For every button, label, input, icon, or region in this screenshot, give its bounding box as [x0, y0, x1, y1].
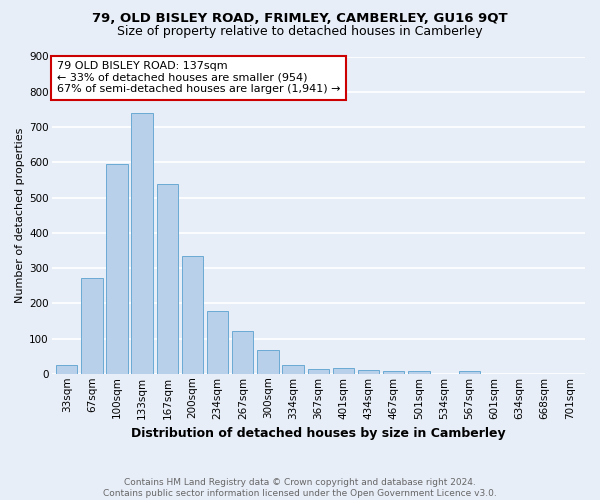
- Bar: [207, 311, 229, 374]
- Bar: [232, 332, 253, 374]
- Bar: [458, 371, 480, 374]
- Text: Contains HM Land Registry data © Crown copyright and database right 2024.
Contai: Contains HM Land Registry data © Crown c…: [103, 478, 497, 498]
- Text: 79 OLD BISLEY ROAD: 137sqm
← 33% of detached houses are smaller (954)
67% of sem: 79 OLD BISLEY ROAD: 137sqm ← 33% of deta…: [57, 62, 340, 94]
- X-axis label: Distribution of detached houses by size in Camberley: Distribution of detached houses by size …: [131, 427, 506, 440]
- Bar: [408, 370, 430, 374]
- Text: Size of property relative to detached houses in Camberley: Size of property relative to detached ho…: [117, 25, 483, 38]
- Bar: [283, 365, 304, 374]
- Bar: [131, 112, 153, 374]
- Y-axis label: Number of detached properties: Number of detached properties: [15, 128, 25, 303]
- Bar: [358, 370, 379, 374]
- Bar: [333, 368, 354, 374]
- Text: 79, OLD BISLEY ROAD, FRIMLEY, CAMBERLEY, GU16 9QT: 79, OLD BISLEY ROAD, FRIMLEY, CAMBERLEY,…: [92, 12, 508, 26]
- Bar: [157, 184, 178, 374]
- Bar: [383, 370, 404, 374]
- Bar: [106, 164, 128, 374]
- Bar: [182, 256, 203, 374]
- Bar: [308, 369, 329, 374]
- Bar: [56, 365, 77, 374]
- Bar: [257, 350, 278, 374]
- Bar: [81, 278, 103, 374]
